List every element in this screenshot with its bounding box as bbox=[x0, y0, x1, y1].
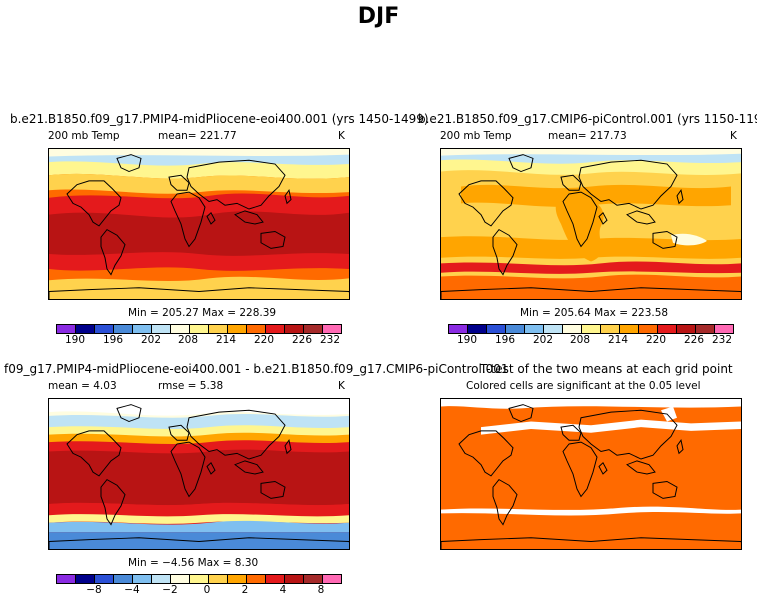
rmse-label: rmse = 5.38 bbox=[158, 380, 224, 392]
tick-label: 0 bbox=[203, 584, 211, 596]
tick-label: 4 bbox=[279, 584, 287, 596]
minmax-label: Min = 205.27 Max = 228.39 bbox=[128, 307, 277, 319]
units-label: K bbox=[338, 380, 345, 392]
temperature-map-midpliocene bbox=[48, 148, 350, 300]
difference-map bbox=[48, 398, 350, 550]
mean-label: mean = 4.03 bbox=[48, 380, 117, 392]
tick-label: 214 bbox=[607, 334, 629, 346]
panel-title-midpliocene: b.e21.B1850.f09_g17.PMIP4-midPliocene-eo… bbox=[10, 112, 429, 126]
colorbar-temperature bbox=[448, 324, 734, 334]
tick-label: 226 bbox=[291, 334, 313, 346]
colorbar-ticks: 190 196 202 208 214 220 226 232 bbox=[56, 334, 340, 348]
ttest-subtitle: Colored cells are significant at the 0.0… bbox=[466, 380, 701, 392]
tick-label: 190 bbox=[456, 334, 478, 346]
variable-label: 200 mb Temp bbox=[440, 130, 512, 142]
tick-label: 232 bbox=[319, 334, 341, 346]
tick-label: 196 bbox=[102, 334, 124, 346]
panel-title-difference: f09_g17.PMIP4-midPliocene-eoi400.001 - b… bbox=[4, 362, 509, 376]
tick-label: 202 bbox=[532, 334, 554, 346]
tick-label: 232 bbox=[711, 334, 733, 346]
variable-label: 200 mb Temp bbox=[48, 130, 120, 142]
panel-title-picontrol: b.e21.B1850.f09_g17.CMIP6-piControl.001 … bbox=[418, 112, 757, 126]
tick-label: 220 bbox=[645, 334, 667, 346]
tick-label: 208 bbox=[569, 334, 591, 346]
tick-label: −8 bbox=[86, 584, 102, 596]
units-label: K bbox=[730, 130, 737, 142]
tick-label: 190 bbox=[64, 334, 86, 346]
units-label: K bbox=[338, 130, 345, 142]
tick-label: 202 bbox=[140, 334, 162, 346]
minmax-label: Min = −4.56 Max = 8.30 bbox=[128, 557, 259, 569]
minmax-label: Min = 205.64 Max = 223.58 bbox=[520, 307, 669, 319]
colorbar-ticks: 190 196 202 208 214 220 226 232 bbox=[448, 334, 732, 348]
tick-label: 214 bbox=[215, 334, 237, 346]
colorbar-ticks: −8 −4 −2 0 2 4 8 bbox=[56, 584, 340, 598]
tick-label: −2 bbox=[162, 584, 178, 596]
mean-label: mean= 217.73 bbox=[548, 130, 627, 142]
significance-map bbox=[440, 398, 742, 550]
panel-title-ttest: T-test of the two means at each grid poi… bbox=[480, 362, 733, 376]
tick-label: 2 bbox=[241, 584, 249, 596]
temperature-map-picontrol bbox=[440, 148, 742, 300]
mean-label: mean= 221.77 bbox=[158, 130, 237, 142]
colorbar-difference bbox=[56, 574, 342, 584]
tick-label: 208 bbox=[177, 334, 199, 346]
tick-label: 220 bbox=[253, 334, 275, 346]
tick-label: −4 bbox=[124, 584, 140, 596]
tick-label: 226 bbox=[683, 334, 705, 346]
tick-label: 196 bbox=[494, 334, 516, 346]
figure-title: DJF bbox=[357, 4, 400, 29]
tick-label: 8 bbox=[317, 584, 325, 596]
colorbar-temperature bbox=[56, 324, 342, 334]
